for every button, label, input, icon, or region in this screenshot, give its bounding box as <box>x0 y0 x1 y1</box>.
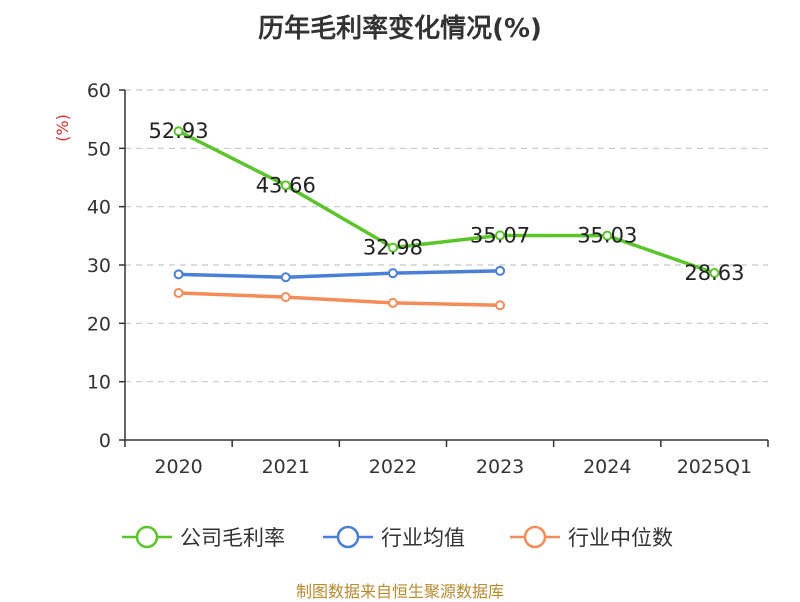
legend-label: 行业均值 <box>381 526 465 550</box>
y-tick-label: 10 <box>87 372 111 394</box>
x-tick-labels: 2020 2021 2022 2023 2024 2025Q1 <box>154 456 752 478</box>
x-tick-label: 2025Q1 <box>677 456 752 478</box>
legend-marker <box>135 525 159 549</box>
data-point[interactable] <box>387 242 398 253</box>
legend-item[interactable]: 公司毛利率 <box>122 525 285 550</box>
x-tick-label: 2024 <box>583 456 631 478</box>
data-source-note: 制图数据来自恒生聚源数据库 <box>295 582 504 601</box>
x-tick-label: 2020 <box>154 456 202 478</box>
legend-item[interactable]: 行业均值 <box>323 525 465 550</box>
series-line <box>177 129 715 275</box>
data-point[interactable] <box>173 269 184 280</box>
y-tick-label: 50 <box>87 138 111 160</box>
data-label: 35.03 <box>577 224 637 248</box>
data-point[interactable] <box>495 300 506 311</box>
data-point[interactable] <box>709 267 720 278</box>
data-label: 43.66 <box>256 173 316 197</box>
x-tick-label: 2022 <box>369 456 417 478</box>
data-point[interactable] <box>173 288 184 298</box>
data-point[interactable] <box>387 297 398 308</box>
legend-label: 公司毛利率 <box>180 526 285 550</box>
legend-item[interactable]: 行业中位数 <box>510 525 673 550</box>
grid-lines <box>125 89 768 383</box>
data-point[interactable] <box>280 180 291 191</box>
series-line <box>178 291 501 307</box>
y-tick-labels: 0 10 20 30 40 50 60 <box>87 80 111 452</box>
y-tick-label: 60 <box>87 80 111 102</box>
chart-title: 历年毛利率变化情况(%) <box>258 14 542 44</box>
data-point[interactable] <box>602 230 613 241</box>
legend-marker <box>336 525 360 549</box>
data-labels: 52.93 43.66 32.98 35.07 35.03 28.63 <box>149 119 745 285</box>
y-tick-label: 40 <box>87 197 111 219</box>
x-tick-label: 2023 <box>476 456 524 478</box>
y-axis-label: (%) <box>53 114 72 142</box>
data-point[interactable] <box>280 272 291 283</box>
data-label: 32.98 <box>363 236 423 260</box>
axes <box>119 89 769 447</box>
data-point[interactable] <box>495 265 506 276</box>
legend-marker <box>523 525 547 549</box>
series <box>173 126 720 311</box>
data-point[interactable] <box>387 268 398 279</box>
data-label: 52.93 <box>149 119 209 143</box>
y-tick-label: 30 <box>87 255 111 277</box>
data-label: 35.07 <box>470 223 530 247</box>
data-point[interactable] <box>173 126 184 137</box>
y-tick-label: 20 <box>87 313 111 335</box>
y-tick-label: 0 <box>99 430 111 452</box>
x-tick-label: 2021 <box>262 456 310 478</box>
data-label: 28.63 <box>684 261 744 285</box>
data-point[interactable] <box>280 292 291 303</box>
legend[interactable]: 公司毛利率 行业均值 行业中位数 <box>122 525 673 550</box>
series-line <box>178 269 501 279</box>
legend-label: 行业中位数 <box>568 526 673 550</box>
data-point[interactable] <box>495 230 506 241</box>
